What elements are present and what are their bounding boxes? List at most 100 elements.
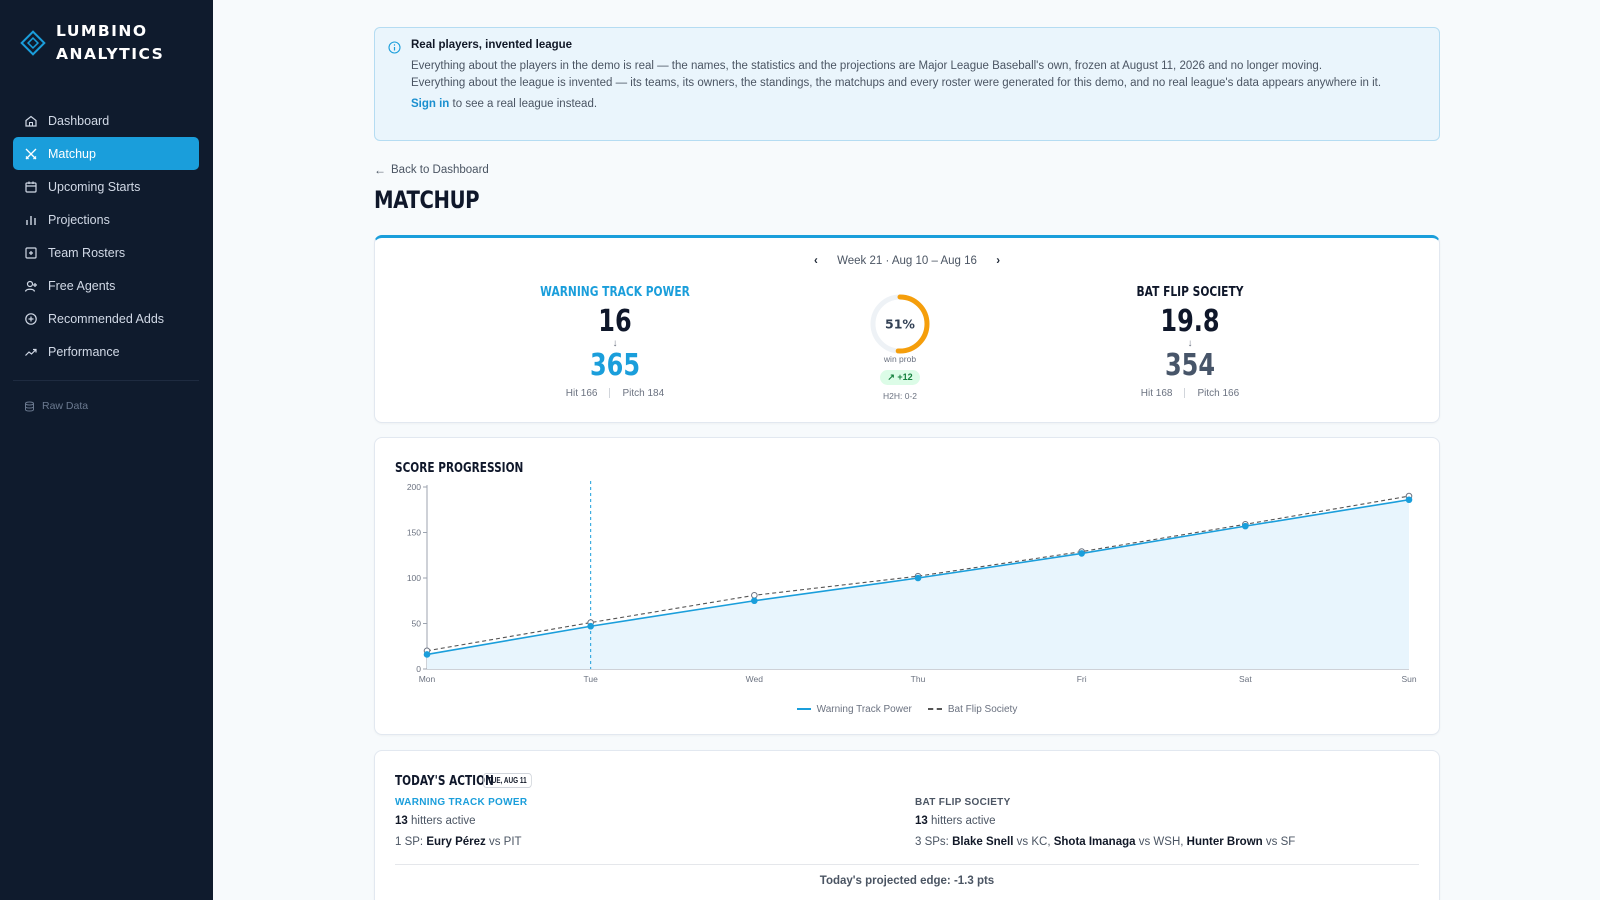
sidebar: LUMBINO ANALYTICS Dashboard Matchup Upco…: [0, 0, 213, 900]
starting-pitchers: 3 SPs: Blake Snell vs KC, Shota Imanaga …: [915, 835, 1295, 850]
pitcher-name[interactable]: Eury Pérez: [426, 836, 486, 848]
sidebar-item-label: Upcoming Starts: [48, 179, 141, 194]
hitters-active: 13 hitters active: [395, 814, 527, 829]
score-split: Hit 166 Pitch 184: [475, 388, 755, 399]
user-plus-icon: [24, 280, 37, 292]
score-progression-card: SCORE PROGRESSION 0 50 100 150 200 Mon Tue Wed T…: [374, 437, 1440, 735]
data-point: [423, 651, 431, 658]
data-point: [1242, 522, 1249, 530]
win-prob-ring: 51%: [870, 294, 930, 354]
win-probability: 51% win prob ↗ +12 H2H: 0-2: [865, 291, 935, 401]
sidebar-item-label: Performance: [48, 344, 120, 359]
hitters-count: 13: [395, 815, 408, 827]
info-icon: [388, 41, 401, 54]
sp-prefix: 1 SP:: [395, 836, 427, 848]
sidebar-item-raw-data[interactable]: Raw Data: [24, 400, 88, 412]
diamond-logo-icon: [20, 30, 46, 56]
win-prob-value: 51%: [885, 317, 915, 332]
info-banner: Real players, invented league Everything…: [374, 27, 1440, 141]
sidebar-item-performance[interactable]: Performance: [13, 335, 199, 368]
pitcher-opponent: vs PIT: [485, 836, 522, 848]
legend-label: Bat Flip Society: [947, 703, 1018, 715]
sp-prefix: 3 SPs:: [915, 836, 953, 848]
plus-circle-icon: [25, 312, 37, 325]
pitcher-opponent: vs SF: [1262, 836, 1296, 848]
todays-action-left: WARNING TRACK POWER 13 hitters active 1 …: [395, 797, 527, 856]
data-point: [1078, 550, 1085, 557]
raw-data-label: Raw Data: [42, 400, 89, 412]
hit-points: Hit 168: [1140, 388, 1173, 399]
sidebar-item-label: Dashboard: [48, 113, 110, 128]
chevron-right-icon[interactable]: ›: [996, 255, 1001, 267]
team-name[interactable]: BAT FLIP SOCIETY: [1136, 285, 1244, 300]
sidebar-item-label: Matchup: [48, 146, 96, 161]
sidebar-item-recommended-adds[interactable]: Recommended Adds: [13, 302, 199, 335]
y-tick-label: 50: [412, 619, 422, 629]
sidebar-nav: Dashboard Matchup Upcoming Starts Projec…: [13, 104, 199, 368]
sidebar-item-label: Recommended Adds: [48, 311, 165, 326]
sidebar-item-matchup[interactable]: Matchup: [13, 137, 199, 170]
x-tick-label: Wed: [746, 674, 764, 684]
hit-points: Hit 166: [565, 388, 598, 399]
score-progression-chart: 0 50 100 150 200 Mon Tue Wed Thu Fri Sat Sun: [407, 481, 1417, 684]
pitch-points: Pitch 166: [1197, 388, 1240, 399]
arrow-down-icon: ↓: [612, 338, 618, 349]
back-to-dashboard-link[interactable]: ← Back to Dashboard: [374, 163, 489, 177]
pitcher-name[interactable]: Shota Imanaga: [1053, 836, 1136, 848]
hitters-text: hitters active: [927, 815, 996, 827]
chart-legend: Warning Track Power Bat Flip Society: [375, 702, 1439, 715]
brand-logo[interactable]: LUMBINO ANALYTICS: [20, 20, 164, 66]
win-prob-ring-arc: [870, 294, 930, 354]
x-tick-label: Tue: [583, 674, 598, 684]
score-split: Hit 168 Pitch 166: [1050, 388, 1330, 399]
arrow-left-icon: ←: [374, 163, 386, 177]
roster-icon: [25, 246, 37, 259]
sidebar-item-upcoming-starts[interactable]: Upcoming Starts: [13, 170, 199, 203]
matchup-card: ‹ Week 21 · Aug 10 – Aug 16 › WARNING TR…: [374, 235, 1440, 423]
sidebar-item-free-agents[interactable]: Free Agents: [13, 269, 199, 302]
y-tick-label: 150: [407, 528, 421, 538]
team-name[interactable]: WARNING TRACK POWER: [540, 285, 690, 300]
y-tick-label: 100: [407, 573, 421, 583]
pitcher-name[interactable]: Hunter Brown: [1186, 836, 1263, 848]
sidebar-item-projections[interactable]: Projections: [13, 203, 199, 236]
split-divider: [609, 388, 611, 399]
arrow-down-icon: ↓: [1187, 338, 1193, 349]
bar-chart-icon: [26, 215, 36, 225]
calendar-icon: [25, 181, 37, 193]
todays-action-right: BAT FLIP SOCIETY 13 hitters active 3 SPs…: [915, 797, 1295, 856]
back-link-label: Back to Dashboard: [391, 164, 489, 176]
sidebar-item-label: Projections: [48, 212, 110, 227]
sidebar-item-team-rosters[interactable]: Team Rosters: [13, 236, 199, 269]
team-panel-left: WARNING TRACK POWER 16 ↓ 365 Hit 166 Pitc…: [475, 285, 755, 399]
data-point: [751, 591, 758, 599]
todays-action-card: TODAY'S ACTION TUE, AUG 11 WARNING TRACK…: [374, 750, 1440, 900]
action-team-name: WARNING TRACK POWER: [395, 797, 528, 808]
hitters-active: 13 hitters active: [915, 814, 1295, 829]
banner-sign-in-row: Sign in to see a real league instead.: [411, 98, 1423, 110]
sign-in-link[interactable]: Sign in: [411, 98, 450, 110]
data-point: [587, 622, 594, 630]
brand-name: LUMBINO ANALYTICS: [56, 20, 164, 66]
pitch-points: Pitch 184: [622, 388, 665, 399]
win-prob-change-badge: ↗ +12: [880, 370, 920, 385]
action-divider: [395, 864, 1419, 865]
x-tick-label: Thu: [911, 674, 926, 684]
chevron-left-icon[interactable]: ‹: [813, 255, 818, 267]
win-prob-change: +12: [897, 372, 913, 382]
x-tick-label: Mon: [419, 674, 436, 684]
pitcher-name[interactable]: Blake Snell: [952, 836, 1014, 848]
win-prob-label: win prob: [883, 354, 917, 364]
x-tick-label: Sat: [1239, 674, 1252, 684]
legend-swatch: [927, 708, 942, 710]
page-title: MATCHUP: [374, 186, 480, 214]
hitters-count: 13: [915, 815, 928, 827]
list-separator: ,: [1047, 836, 1054, 848]
team-panel-right: BAT FLIP SOCIETY 19.8 ↓ 354 Hit 168 Pitch…: [1050, 285, 1330, 399]
trend-up-icon: ↗: [887, 372, 898, 382]
todays-action-title: TODAY'S ACTION: [395, 773, 494, 789]
sidebar-item-dashboard[interactable]: Dashboard: [13, 104, 199, 137]
week-label: Week 21 · Aug 10 – Aug 16: [837, 255, 977, 267]
pitcher-opponent: vs KC: [1013, 836, 1048, 848]
database-icon: [25, 401, 34, 411]
